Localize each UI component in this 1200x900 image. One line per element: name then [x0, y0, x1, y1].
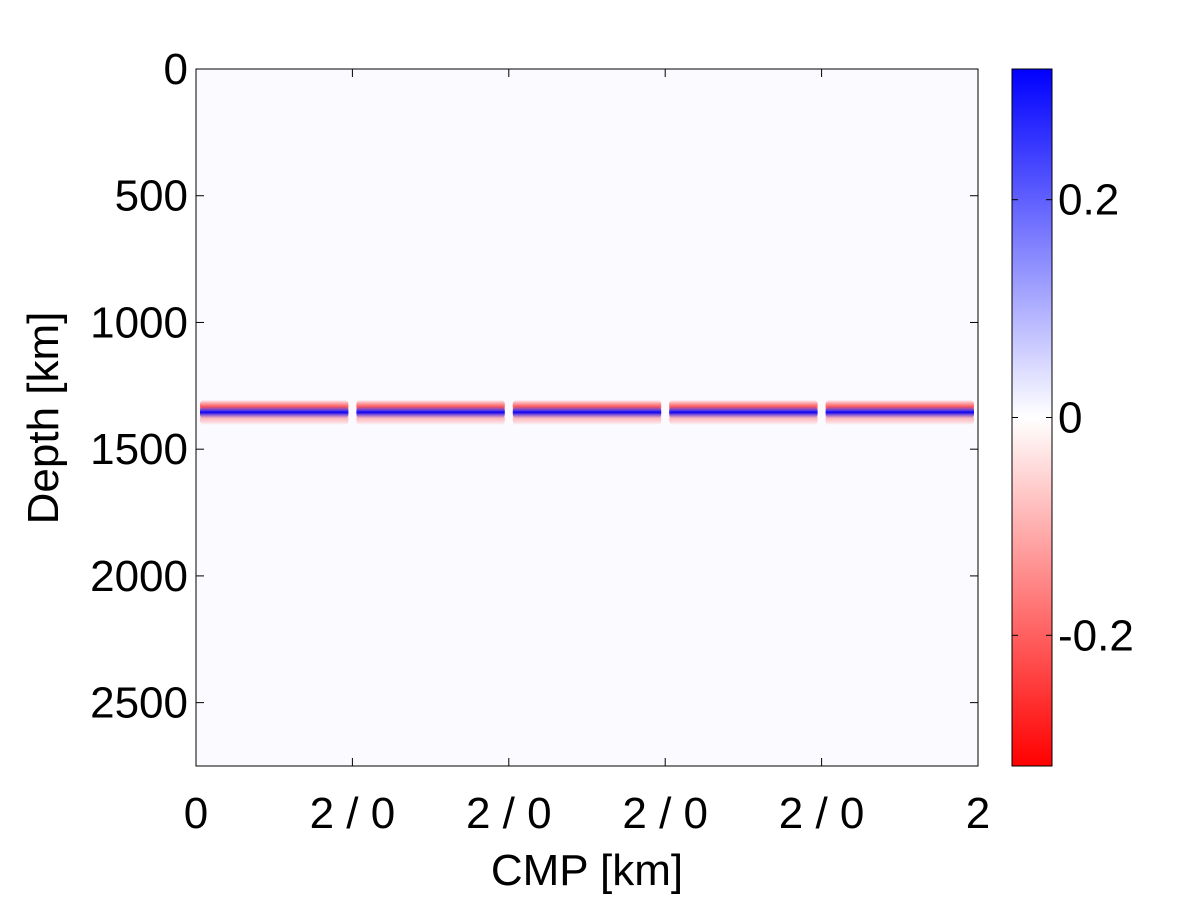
x-tick-label: 2 / 0	[466, 789, 552, 838]
colorbar-gradient	[1012, 69, 1052, 766]
colorbar-tick-label: 0.2	[1058, 176, 1119, 225]
reflector-negative-band	[200, 411, 349, 426]
y-axis-label: Depth [km]	[19, 312, 68, 525]
colorbar: -0.2 0 0.2	[1011, 68, 1134, 767]
colorbar-tick-label: 0	[1058, 394, 1082, 443]
reflector-negative-band	[512, 411, 662, 426]
y-tick-label: 2500	[90, 679, 188, 728]
plot-area: 0 500 1000 1500 2000 2500 0 2 / 0 2 / 0 2 / 0 2 /…	[90, 45, 990, 838]
plot-frame	[195, 68, 979, 767]
y-tick-label: 1000	[90, 298, 188, 347]
y-tick-label: 2000	[90, 552, 188, 601]
y-axis-ticks: 0 500 1000 1500 2000 2500	[90, 45, 978, 728]
reflector-negative-band	[356, 411, 505, 426]
x-tick-label: 2 / 0	[779, 789, 865, 838]
reflector-negative-band	[825, 411, 974, 426]
reflector-layer	[200, 399, 974, 426]
x-tick-label: 2 / 0	[622, 789, 708, 838]
y-tick-label: 0	[164, 45, 188, 94]
y-tick-label: 500	[115, 172, 188, 221]
reflector-negative-band	[669, 411, 818, 426]
y-tick-label: 1500	[90, 425, 188, 474]
colorbar-tick-label: -0.2	[1058, 611, 1134, 660]
x-tick-label: 2 / 0	[310, 789, 396, 838]
x-axis-ticks: 0 2 / 0 2 / 0 2 / 0 2 / 0 2	[184, 69, 990, 838]
x-axis-label: CMP [km]	[491, 846, 683, 895]
colorbar-ticks: -0.2 0 0.2	[1012, 176, 1134, 660]
x-tick-label: 0	[184, 789, 208, 838]
x-tick-label: 2	[966, 789, 990, 838]
